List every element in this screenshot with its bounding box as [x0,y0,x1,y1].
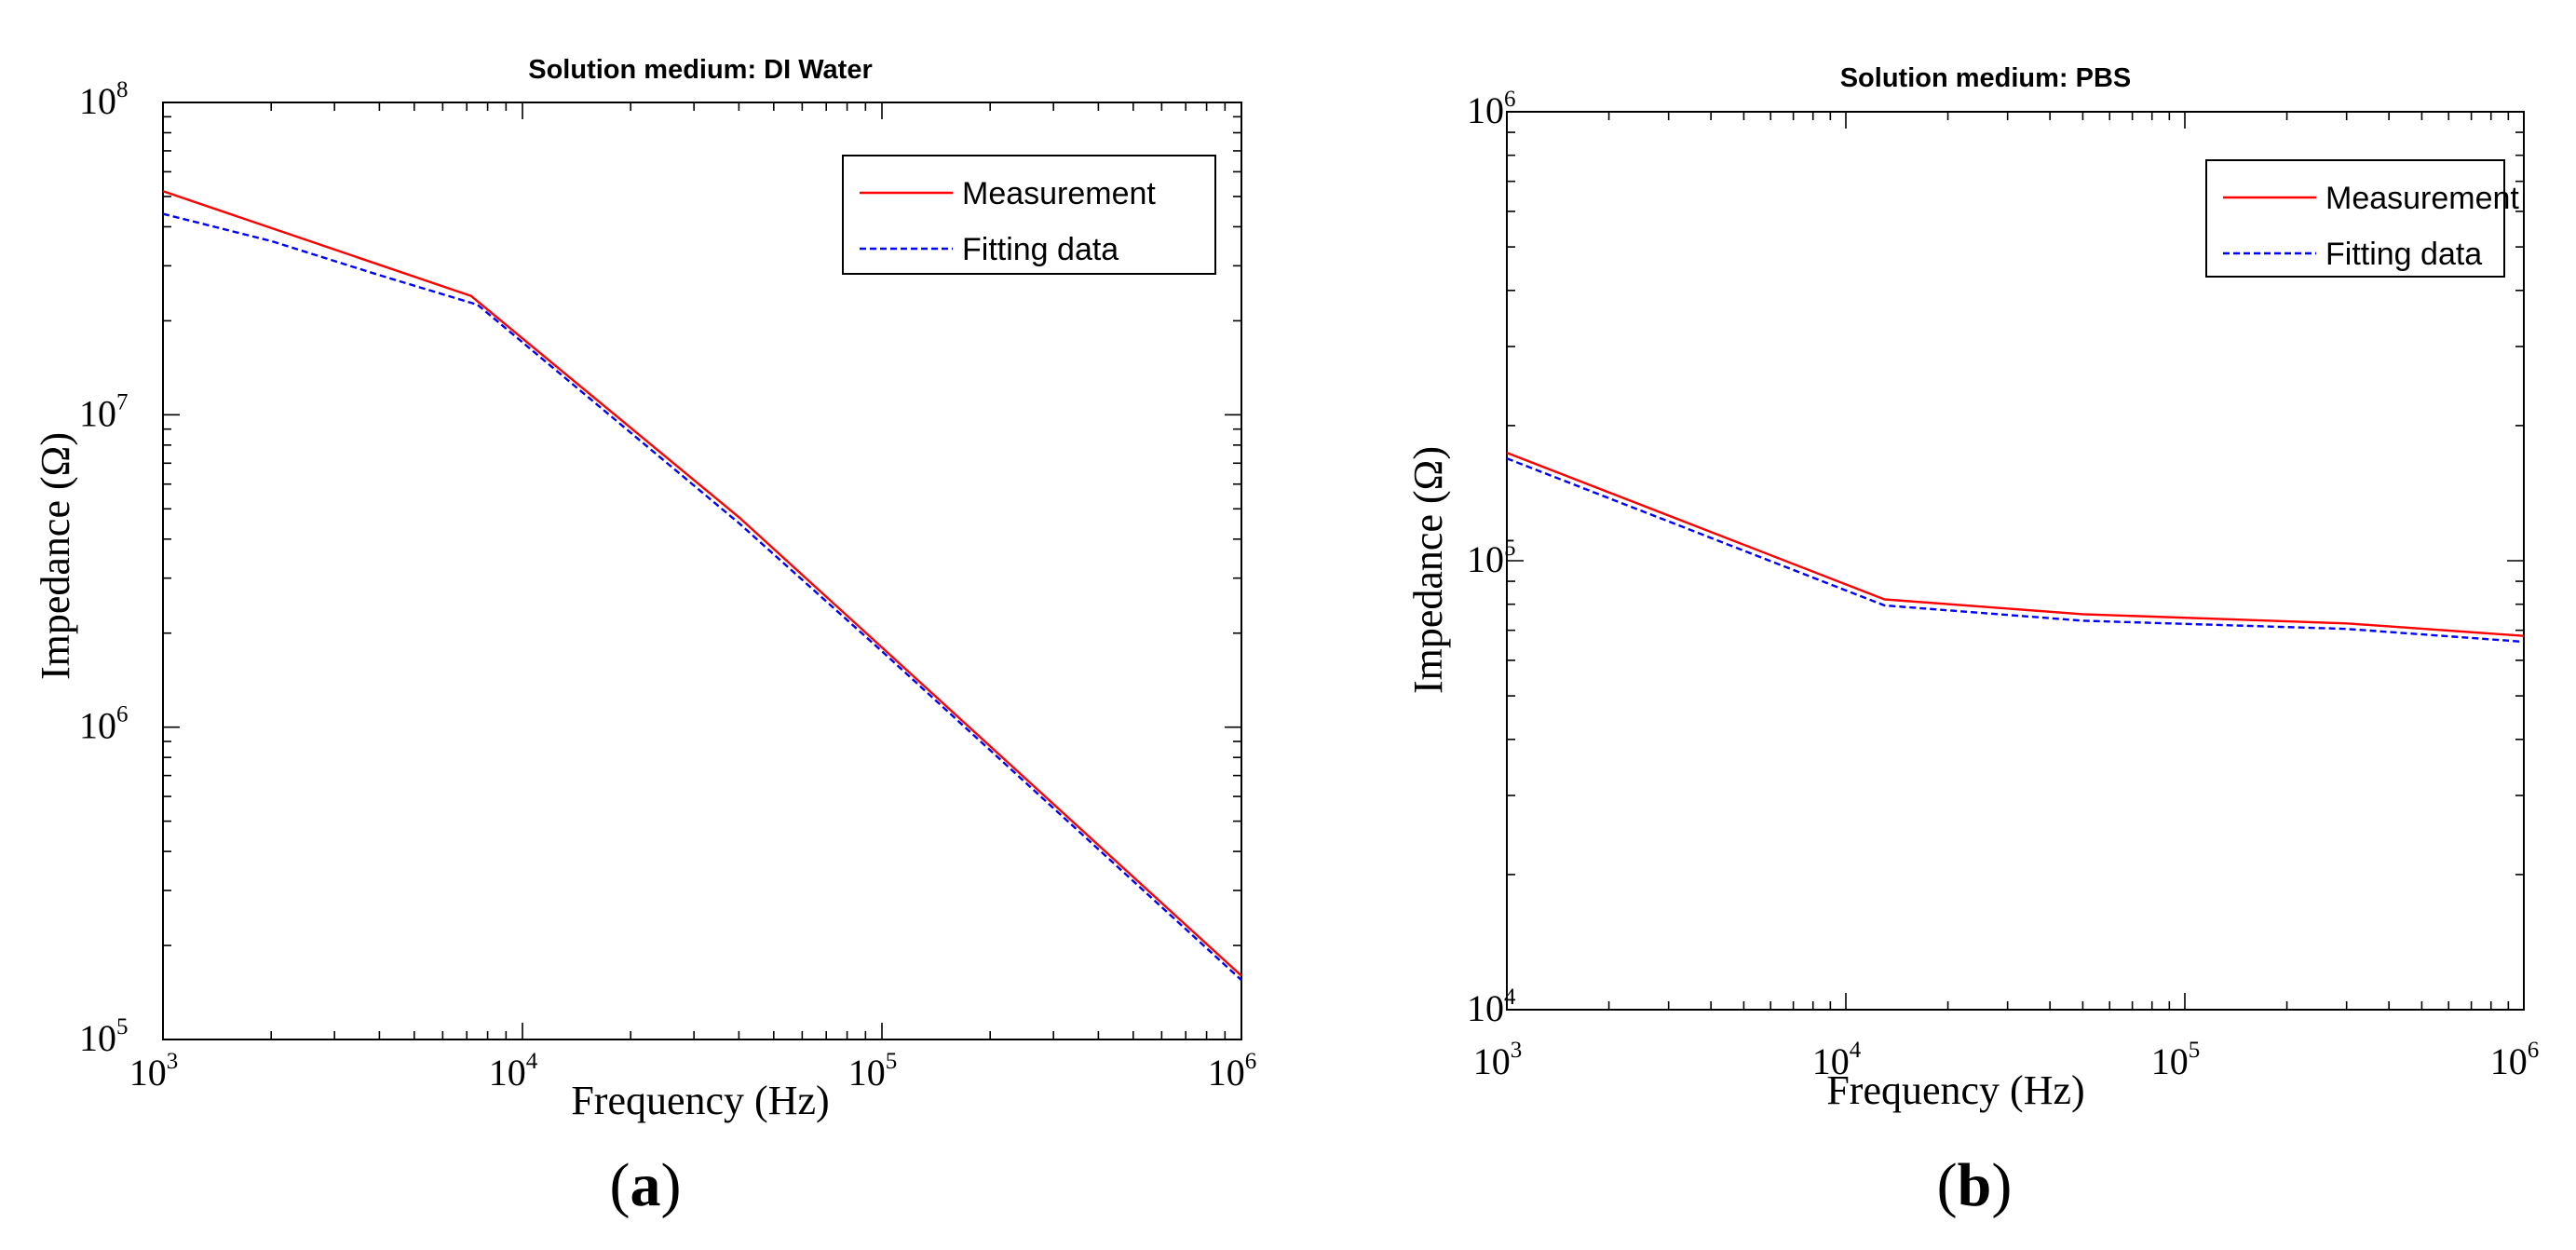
legend: Measurement Fitting data [2205,159,2519,278]
x-tick-label: 106 [2490,1038,2540,1082]
legend-box [2205,159,2505,278]
series-line-fitting-data [162,212,1242,982]
x-tick-label: 103 [1473,1038,1523,1082]
x-tick-label: 106 [1208,1049,1257,1094]
x-tick-label: 105 [848,1049,898,1094]
series-line-measurement [1506,451,2525,637]
chart-panel-b: Solution medium: PBS Frequency (Hz) Impe… [1405,63,2539,1219]
chart-title: Solution medium: DI Water [528,55,872,85]
panel-caption-b: (b) [1937,1151,2013,1219]
chart-title: Solution medium: PBS [1840,63,2132,93]
series-line-measurement [162,190,1242,977]
y-tick-label: 105 [79,1014,129,1059]
axes-frame [162,102,1242,1040]
plot-area [1506,111,2525,1011]
y-tick-label: 104 [1467,985,1516,1029]
legend-label: Fitting data [962,232,1119,267]
x-tick-label: 105 [2151,1038,2201,1082]
legend-label: Measurement [962,176,1156,211]
y-tick-label: 107 [79,389,129,434]
x-tick-label: 104 [1812,1038,1862,1082]
legend-label: Fitting data [2325,237,2482,272]
legend: Measurement Fitting data [842,155,1216,275]
y-axis-label: Impedance (Ω) [33,432,78,680]
x-axis-label: Frequency (Hz) [1826,1067,2084,1113]
y-tick-label: 106 [1467,87,1516,131]
x-axis-label: Frequency (Hz) [571,1078,829,1123]
legend-box [842,155,1216,275]
y-axis-label: Impedance (Ω) [1405,446,1451,694]
y-tick-label: 108 [79,77,129,122]
legend-label: Measurement [2325,181,2519,216]
x-tick-label: 104 [489,1049,538,1094]
series-line-fitting-data [1506,457,2525,644]
y-tick-label: 105 [1467,536,1516,580]
x-tick-label: 103 [129,1049,179,1094]
panel-caption-a: (a) [610,1151,682,1219]
chart-panel-a: Solution medium: DI Water Frequency (Hz)… [33,55,1256,1219]
plot-area [162,102,1242,1040]
y-tick-label: 106 [79,702,129,747]
